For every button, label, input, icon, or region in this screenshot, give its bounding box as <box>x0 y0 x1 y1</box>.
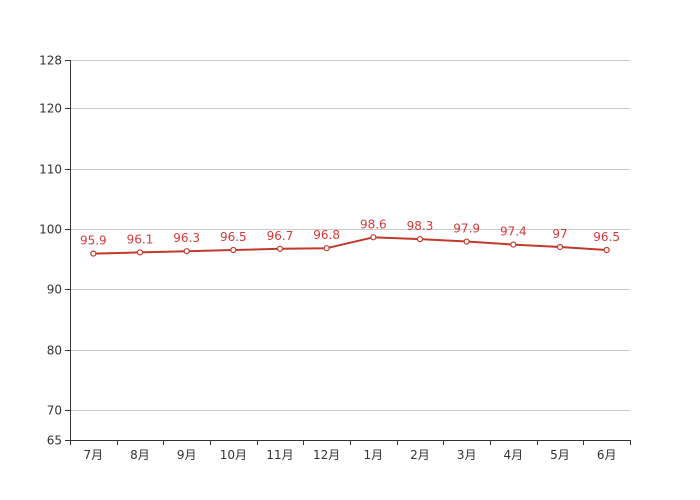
y-tick-label: 65 <box>47 434 62 448</box>
x-tick-label: 5月 <box>550 448 570 462</box>
x-tick-label: 1月 <box>364 448 384 462</box>
x-tick-label: 12月 <box>313 448 340 462</box>
y-tick-label: 110 <box>39 163 62 177</box>
y-axis-ticks: 65 70 80 90 100 110 120 128 <box>39 54 70 448</box>
data-label: 95.9 <box>80 234 107 248</box>
data-point <box>556 243 564 251</box>
data-label: 96.3 <box>173 231 200 245</box>
data-label: 97.4 <box>500 225 527 239</box>
data-point <box>463 238 470 245</box>
series-line-path <box>92 236 608 255</box>
data-label: 96.7 <box>267 229 294 243</box>
data-label: 96.5 <box>593 230 620 244</box>
data-points <box>90 234 610 257</box>
data-label: 98.3 <box>407 219 434 233</box>
grid-lines <box>70 60 630 411</box>
data-point <box>323 245 330 252</box>
x-tick-label: 11月 <box>266 448 293 462</box>
data-point <box>416 236 424 243</box>
x-tick-label: 8月 <box>130 448 150 462</box>
data-label: 97 <box>552 227 567 241</box>
y-tick-label: 100 <box>39 223 62 237</box>
x-axis-ticks: 7月 8月 9月 10月 11月 12月 1月 2月 3月 4月 5月 6月 <box>70 440 631 462</box>
data-label: 97.9 <box>453 222 480 236</box>
x-tick-label: 3月 <box>457 448 477 462</box>
data-point <box>136 249 144 256</box>
y-tick-label: 120 <box>39 102 62 116</box>
y-tick-label: 70 <box>47 404 62 418</box>
x-tick-label: 9月 <box>177 448 197 462</box>
y-tick-label: 80 <box>47 344 62 358</box>
data-label: 96.5 <box>220 230 247 244</box>
x-tick-label: 4月 <box>504 448 524 462</box>
data-point <box>510 241 517 248</box>
data-point <box>370 234 377 241</box>
x-tick-label: 2月 <box>410 448 430 462</box>
data-point <box>90 250 97 257</box>
data-point <box>230 246 237 254</box>
data-labels: 95.9 96.1 96.3 96.5 96.7 96.8 98.6 98.3 97.9 97.4… <box>80 217 620 247</box>
data-label: 98.6 <box>360 217 387 231</box>
data-point <box>276 245 284 252</box>
axes <box>70 60 630 441</box>
data-label: 96.1 <box>127 232 154 246</box>
series-line <box>92 236 608 255</box>
x-tick-label: 7月 <box>84 448 104 462</box>
x-tick-label: 6月 <box>597 448 617 462</box>
y-tick-label: 128 <box>39 54 62 68</box>
data-label: 96.8 <box>313 228 340 242</box>
data-point <box>183 248 190 255</box>
x-tick-label: 10月 <box>220 448 247 462</box>
y-tick-label: 90 <box>47 283 62 297</box>
data-point <box>603 246 610 254</box>
